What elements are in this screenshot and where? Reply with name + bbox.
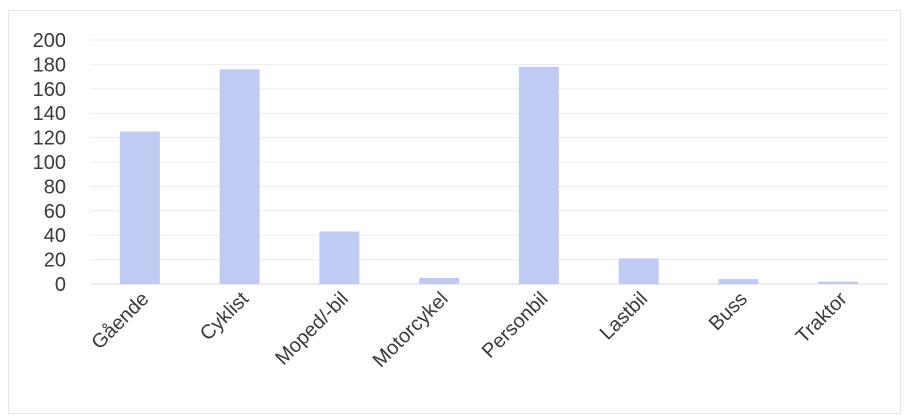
x-tick-label: Moped/-bil bbox=[271, 288, 353, 370]
y-tick-label: 40 bbox=[44, 225, 66, 247]
y-tick-label: 200 bbox=[33, 30, 66, 52]
y-tick-label: 180 bbox=[33, 54, 66, 76]
y-tick-label: 120 bbox=[33, 128, 66, 150]
bar-cyklist bbox=[219, 69, 260, 284]
x-tick-label: Motorcykel bbox=[369, 288, 453, 372]
x-tick-label: Cyklist bbox=[196, 288, 254, 346]
y-tick-label: 80 bbox=[44, 176, 66, 198]
bar-motorcykel bbox=[419, 277, 460, 284]
x-tick-label: Traktor bbox=[792, 288, 852, 348]
x-tick-label: Gående bbox=[88, 288, 154, 354]
y-tick-label: 60 bbox=[44, 201, 66, 223]
bar-gående bbox=[119, 131, 160, 284]
y-tick-label: 160 bbox=[33, 79, 66, 101]
bar-traktor bbox=[818, 281, 859, 284]
bar-lastbil bbox=[618, 258, 659, 284]
x-tick-label: Buss bbox=[705, 288, 752, 335]
y-tick-label: 100 bbox=[33, 152, 66, 174]
x-tick-label: Personbil bbox=[478, 288, 553, 363]
bar-moped-bil bbox=[319, 231, 360, 284]
bar-buss bbox=[718, 279, 759, 284]
bar-personbil bbox=[518, 66, 559, 284]
y-tick-label: 0 bbox=[55, 274, 66, 296]
x-tick-label: Lastbil bbox=[596, 288, 652, 344]
x-axis-ticks: Gående Cyklist Moped/-bil Motorcykel Personb… bbox=[88, 288, 852, 372]
y-tick-label: 140 bbox=[33, 103, 66, 125]
y-tick-label: 20 bbox=[44, 250, 66, 272]
gridlines bbox=[90, 39, 888, 285]
bars bbox=[119, 66, 859, 284]
